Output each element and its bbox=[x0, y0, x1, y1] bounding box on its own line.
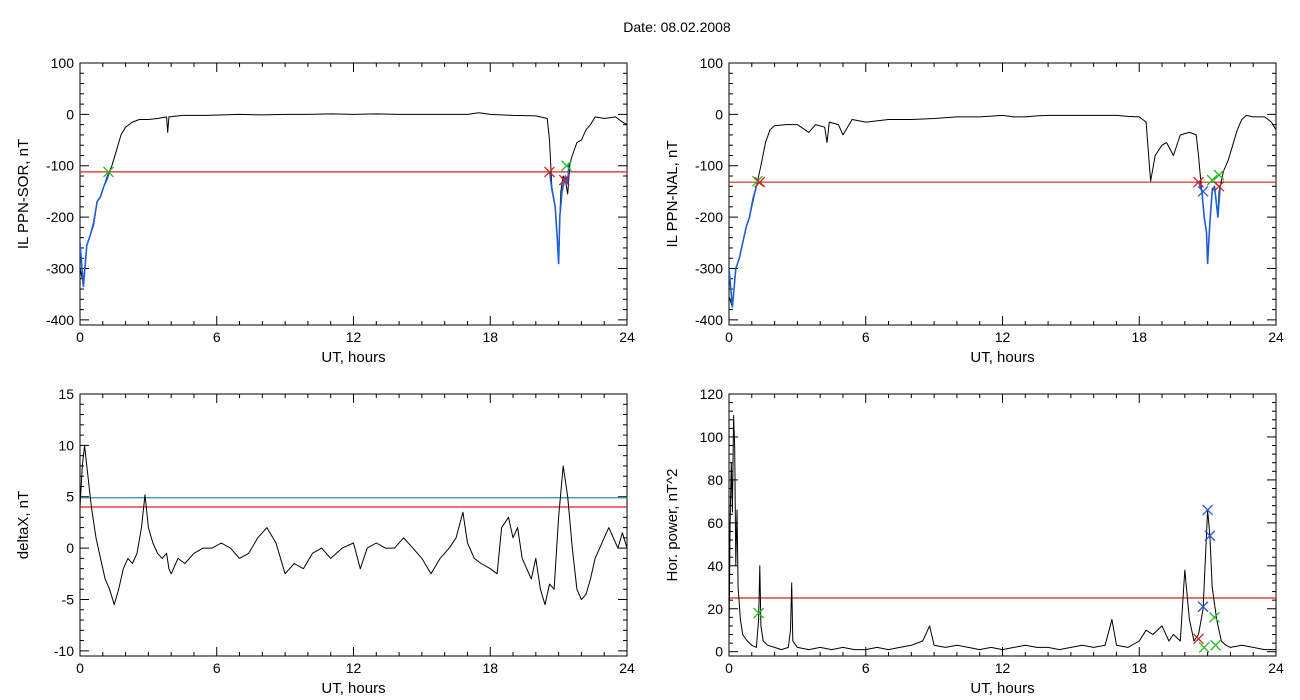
y-tick-label: 100 bbox=[51, 55, 75, 71]
x-axis-label: UT, hours bbox=[970, 349, 1034, 366]
highlight-series-line bbox=[1197, 180, 1221, 265]
marker-green bbox=[103, 166, 114, 178]
y-tick-label: 60 bbox=[707, 515, 723, 531]
y-tick-label: -200 bbox=[695, 209, 723, 225]
x-tick-label: 18 bbox=[1131, 660, 1147, 676]
x-tick-label: 24 bbox=[1268, 329, 1284, 345]
marker-red bbox=[558, 174, 570, 186]
x-tick-label: 24 bbox=[1268, 660, 1284, 676]
x-tick-label: 18 bbox=[482, 329, 498, 345]
marker-blue bbox=[1197, 601, 1209, 613]
marker-blue bbox=[1202, 504, 1214, 516]
marker-red bbox=[1193, 176, 1204, 188]
y-tick-label: 0 bbox=[66, 106, 74, 122]
plot-frame bbox=[79, 62, 628, 326]
plot-area bbox=[729, 415, 1276, 651]
y-tick-label: 15 bbox=[58, 386, 74, 402]
y-tick-label: -5 bbox=[62, 591, 75, 607]
x-tick-label: 24 bbox=[619, 660, 635, 676]
y-tick-label: 0 bbox=[715, 644, 723, 660]
x-axis-label: UT, hours bbox=[970, 680, 1034, 697]
x-tick-label: 6 bbox=[862, 660, 870, 676]
series-line bbox=[729, 415, 1276, 651]
y-tick-label: -400 bbox=[695, 312, 723, 328]
marker-red bbox=[1213, 180, 1225, 192]
date-label: Date: bbox=[623, 19, 657, 35]
series-line bbox=[729, 114, 1276, 308]
y-tick-label: 100 bbox=[700, 55, 724, 71]
x-axis-label: UT, hours bbox=[321, 349, 385, 366]
highlight-series-line bbox=[548, 163, 570, 265]
x-tick-label: 0 bbox=[76, 329, 84, 345]
x-tick-label: 0 bbox=[725, 660, 733, 676]
x-tick-label: 0 bbox=[76, 660, 84, 676]
marker-blue bbox=[1204, 530, 1216, 542]
chart-panel-1: 0 6 12 18 24 -400 -300 -200 -100 0 100 UT, hours IL … bbox=[15, 55, 635, 366]
x-tick-label: 6 bbox=[862, 329, 870, 345]
marker-red bbox=[754, 176, 766, 188]
x-tick-label: 6 bbox=[213, 329, 221, 345]
series-line bbox=[80, 112, 627, 285]
marker-green bbox=[1209, 611, 1220, 623]
y-tick-label: -300 bbox=[46, 260, 74, 276]
y-tick-label: 5 bbox=[66, 489, 74, 505]
marker-blue bbox=[1197, 185, 1209, 197]
highlight-series-line bbox=[729, 180, 760, 308]
y-tick-label: 100 bbox=[700, 429, 724, 445]
y-axis-label: deltaX, nT bbox=[15, 491, 32, 559]
x-tick-label: 0 bbox=[725, 329, 733, 345]
plot-area bbox=[80, 112, 627, 288]
y-tick-label: 40 bbox=[707, 558, 723, 574]
page-title: Date: 08.02.2008 bbox=[0, 19, 1300, 35]
y-tick-label: 0 bbox=[715, 106, 723, 122]
y-tick-label: 10 bbox=[58, 437, 74, 453]
y-tick-label: -10 bbox=[54, 643, 74, 659]
x-tick-label: 18 bbox=[1131, 329, 1147, 345]
y-axis-label: Hor. power, nT^2 bbox=[664, 469, 681, 582]
y-tick-label: -200 bbox=[46, 209, 74, 225]
marker-green bbox=[1213, 169, 1225, 181]
marker-green bbox=[1198, 641, 1210, 653]
marker-green bbox=[753, 607, 765, 619]
y-tick-label: 20 bbox=[707, 601, 723, 617]
y-tick-label: -300 bbox=[695, 260, 723, 276]
marker-green bbox=[1210, 639, 1222, 651]
x-tick-label: 12 bbox=[995, 329, 1011, 345]
chart-panel-2: 0 6 12 18 24 -400 -300 -200 -100 0 100 UT, hours IL … bbox=[664, 55, 1284, 366]
highlight-series-line bbox=[80, 170, 111, 288]
plot-area bbox=[729, 114, 1276, 308]
plot-frame bbox=[728, 62, 1277, 326]
plot-frame bbox=[79, 393, 628, 657]
x-tick-label: 18 bbox=[482, 660, 498, 676]
x-tick-label: 24 bbox=[619, 329, 635, 345]
y-tick-label: 0 bbox=[66, 540, 74, 556]
y-axis-label: IL PPN-SOR, nT bbox=[15, 139, 32, 249]
x-tick-label: 6 bbox=[213, 660, 221, 676]
x-tick-label: 12 bbox=[346, 329, 362, 345]
y-tick-label: -100 bbox=[46, 158, 74, 174]
x-tick-label: 12 bbox=[346, 660, 362, 676]
chart-panel-4: 0 6 12 18 24 0 20 40 60 80 100 120 UT, hours Hor. pow… bbox=[664, 386, 1284, 697]
chart-panel-3: 0 6 12 18 24 -10 -5 0 5 10 15 UT, hours deltaX, nT bbox=[15, 386, 635, 697]
y-tick-label: 120 bbox=[700, 386, 724, 402]
series-line bbox=[80, 444, 627, 606]
y-tick-label: -100 bbox=[695, 158, 723, 174]
marker-green bbox=[752, 175, 763, 187]
marker-red bbox=[544, 166, 555, 178]
plot-frame bbox=[728, 393, 1277, 657]
y-tick-label: 80 bbox=[707, 472, 723, 488]
marker-red bbox=[1193, 633, 1204, 645]
y-axis-label: IL PPN-NAL, nT bbox=[664, 141, 681, 248]
x-axis-label: UT, hours bbox=[321, 680, 385, 697]
marker-green bbox=[561, 160, 573, 172]
x-tick-label: 12 bbox=[995, 660, 1011, 676]
plot-area bbox=[80, 444, 627, 606]
date-value: 08.02.2008 bbox=[660, 19, 731, 35]
y-tick-label: -400 bbox=[46, 312, 74, 328]
